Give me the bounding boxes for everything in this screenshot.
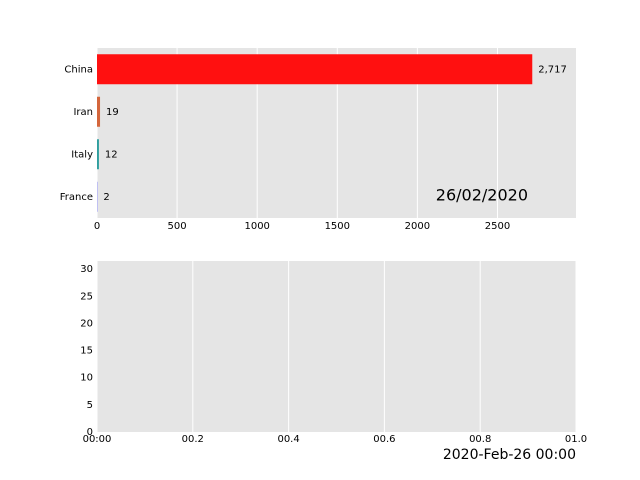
x-tick-label: 0 [94,221,100,232]
x-tick-label: 00.6 [373,434,395,445]
bar [97,96,101,127]
y-tick-label: 20 [80,318,93,329]
value-label: 2,717 [538,64,567,75]
x-tick-label: 00.8 [469,434,491,445]
value-label: 19 [106,107,119,118]
x-tick-label: 2500 [485,221,510,232]
category-label: France [60,192,93,203]
x-tick-label: 1500 [325,221,350,232]
y-tick-label: 25 [80,291,93,302]
y-tick-label: 10 [80,373,93,384]
value-label: 2 [103,192,109,203]
y-tick-label: 0 [87,427,93,438]
y-tick-label: 15 [80,346,93,357]
category-label: China [64,64,93,75]
plot-area [97,261,576,432]
x-tick-label: 00.2 [182,434,204,445]
annotation: 26/02/2020 [436,186,528,205]
x-tick-label: 01.0 [565,434,587,445]
bar [97,139,99,170]
category-label: Iran [73,107,93,118]
bar [97,54,533,85]
annotation: 2020-Feb-26 00:00 [443,447,576,463]
x-tick-label: 500 [168,221,187,232]
category-label: Italy [71,149,93,160]
bar [97,181,98,212]
value-label: 12 [105,149,118,160]
x-tick-label: 00.4 [277,434,299,445]
x-tick-label: 00:00 [83,434,112,445]
x-tick-label: 2000 [405,221,430,232]
x-tick-label: 1000 [244,221,269,232]
y-tick-label: 30 [80,264,93,275]
y-tick-label: 5 [87,400,93,411]
